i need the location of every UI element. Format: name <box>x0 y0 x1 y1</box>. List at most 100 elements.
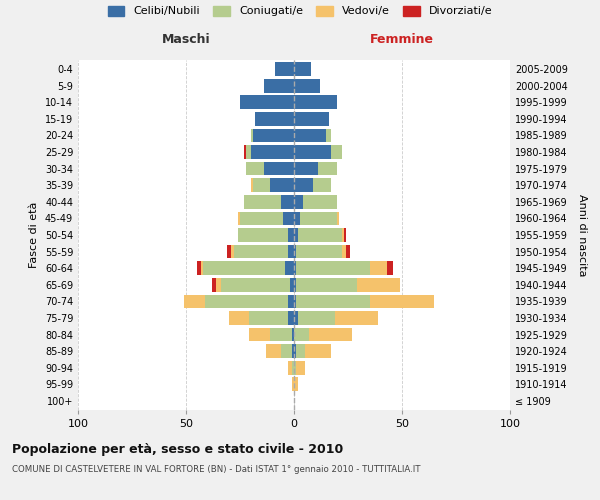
Bar <box>296 361 305 374</box>
Bar <box>201 262 203 275</box>
Bar <box>251 128 253 142</box>
Bar <box>266 344 281 358</box>
Bar <box>296 344 305 358</box>
Bar <box>302 195 337 208</box>
Bar <box>294 228 298 242</box>
Bar <box>296 294 370 308</box>
Bar <box>294 278 296 291</box>
Bar <box>184 294 205 308</box>
Bar <box>287 294 294 308</box>
Bar <box>287 228 294 242</box>
Bar <box>227 245 232 258</box>
Bar <box>370 262 387 275</box>
Bar <box>253 178 270 192</box>
Bar <box>294 245 296 258</box>
Bar <box>255 112 294 126</box>
Bar <box>294 96 337 109</box>
Bar <box>326 128 331 142</box>
Bar <box>294 378 298 391</box>
Bar <box>287 245 294 258</box>
Bar <box>275 62 294 76</box>
Bar <box>294 328 309 342</box>
Bar <box>281 195 294 208</box>
Bar <box>331 146 341 159</box>
Bar <box>296 278 356 291</box>
Bar <box>313 178 331 192</box>
Bar <box>294 112 329 126</box>
Bar <box>294 178 313 192</box>
Bar <box>294 361 296 374</box>
Bar <box>287 361 292 374</box>
Bar <box>238 212 240 225</box>
Bar <box>251 178 253 192</box>
Bar <box>292 378 294 391</box>
Y-axis label: Fasce di età: Fasce di età <box>29 202 39 268</box>
Bar <box>253 128 294 142</box>
Bar <box>294 344 296 358</box>
Bar <box>344 228 346 242</box>
Bar <box>294 311 298 324</box>
Bar <box>238 228 287 242</box>
Bar <box>244 195 281 208</box>
Bar <box>294 79 320 92</box>
Bar <box>341 228 344 242</box>
Bar <box>270 328 292 342</box>
Y-axis label: Anni di nascita: Anni di nascita <box>577 194 587 276</box>
Bar <box>337 212 340 225</box>
Bar <box>281 344 292 358</box>
Bar <box>264 79 294 92</box>
Text: COMUNE DI CASTELVETERE IN VAL FORTORE (BN) - Dati ISTAT 1° gennaio 2010 - TUTTIT: COMUNE DI CASTELVETERE IN VAL FORTORE (B… <box>12 465 421 474</box>
Bar <box>294 162 318 175</box>
Bar <box>294 212 301 225</box>
Bar <box>292 344 294 358</box>
Bar <box>292 361 294 374</box>
Bar <box>287 311 294 324</box>
Bar <box>318 162 337 175</box>
Bar <box>247 162 264 175</box>
Bar <box>251 146 294 159</box>
Bar <box>203 262 286 275</box>
Bar <box>296 245 341 258</box>
Legend: Celibi/Nubili, Coniugati/e, Vedovi/e, Divorziati/e: Celibi/Nubili, Coniugati/e, Vedovi/e, Di… <box>108 6 492 16</box>
Bar <box>221 278 290 291</box>
Bar <box>387 262 394 275</box>
Bar <box>335 311 378 324</box>
Bar <box>294 128 326 142</box>
Bar <box>216 278 221 291</box>
Bar <box>356 278 400 291</box>
Bar <box>248 328 270 342</box>
Bar <box>240 212 283 225</box>
Bar <box>301 212 337 225</box>
Bar <box>248 311 287 324</box>
Bar <box>232 245 233 258</box>
Bar <box>283 212 294 225</box>
Text: Maschi: Maschi <box>161 33 211 46</box>
Bar <box>294 146 331 159</box>
Bar <box>298 311 335 324</box>
Bar <box>205 294 287 308</box>
Bar <box>197 262 201 275</box>
Bar <box>294 62 311 76</box>
Bar <box>294 294 296 308</box>
Bar <box>244 146 247 159</box>
Bar <box>309 328 352 342</box>
Bar <box>233 245 287 258</box>
Bar <box>294 195 302 208</box>
Text: Popolazione per età, sesso e stato civile - 2010: Popolazione per età, sesso e stato civil… <box>12 442 343 456</box>
Bar <box>305 344 331 358</box>
Bar <box>212 278 216 291</box>
Bar <box>294 262 296 275</box>
Bar <box>341 245 346 258</box>
Bar <box>286 262 294 275</box>
Bar <box>370 294 434 308</box>
Bar <box>290 278 294 291</box>
Bar <box>298 228 341 242</box>
Bar <box>229 311 248 324</box>
Bar <box>270 178 294 192</box>
Bar <box>292 328 294 342</box>
Bar <box>264 162 294 175</box>
Bar <box>240 96 294 109</box>
Text: Femmine: Femmine <box>370 33 434 46</box>
Bar <box>296 262 370 275</box>
Bar <box>346 245 350 258</box>
